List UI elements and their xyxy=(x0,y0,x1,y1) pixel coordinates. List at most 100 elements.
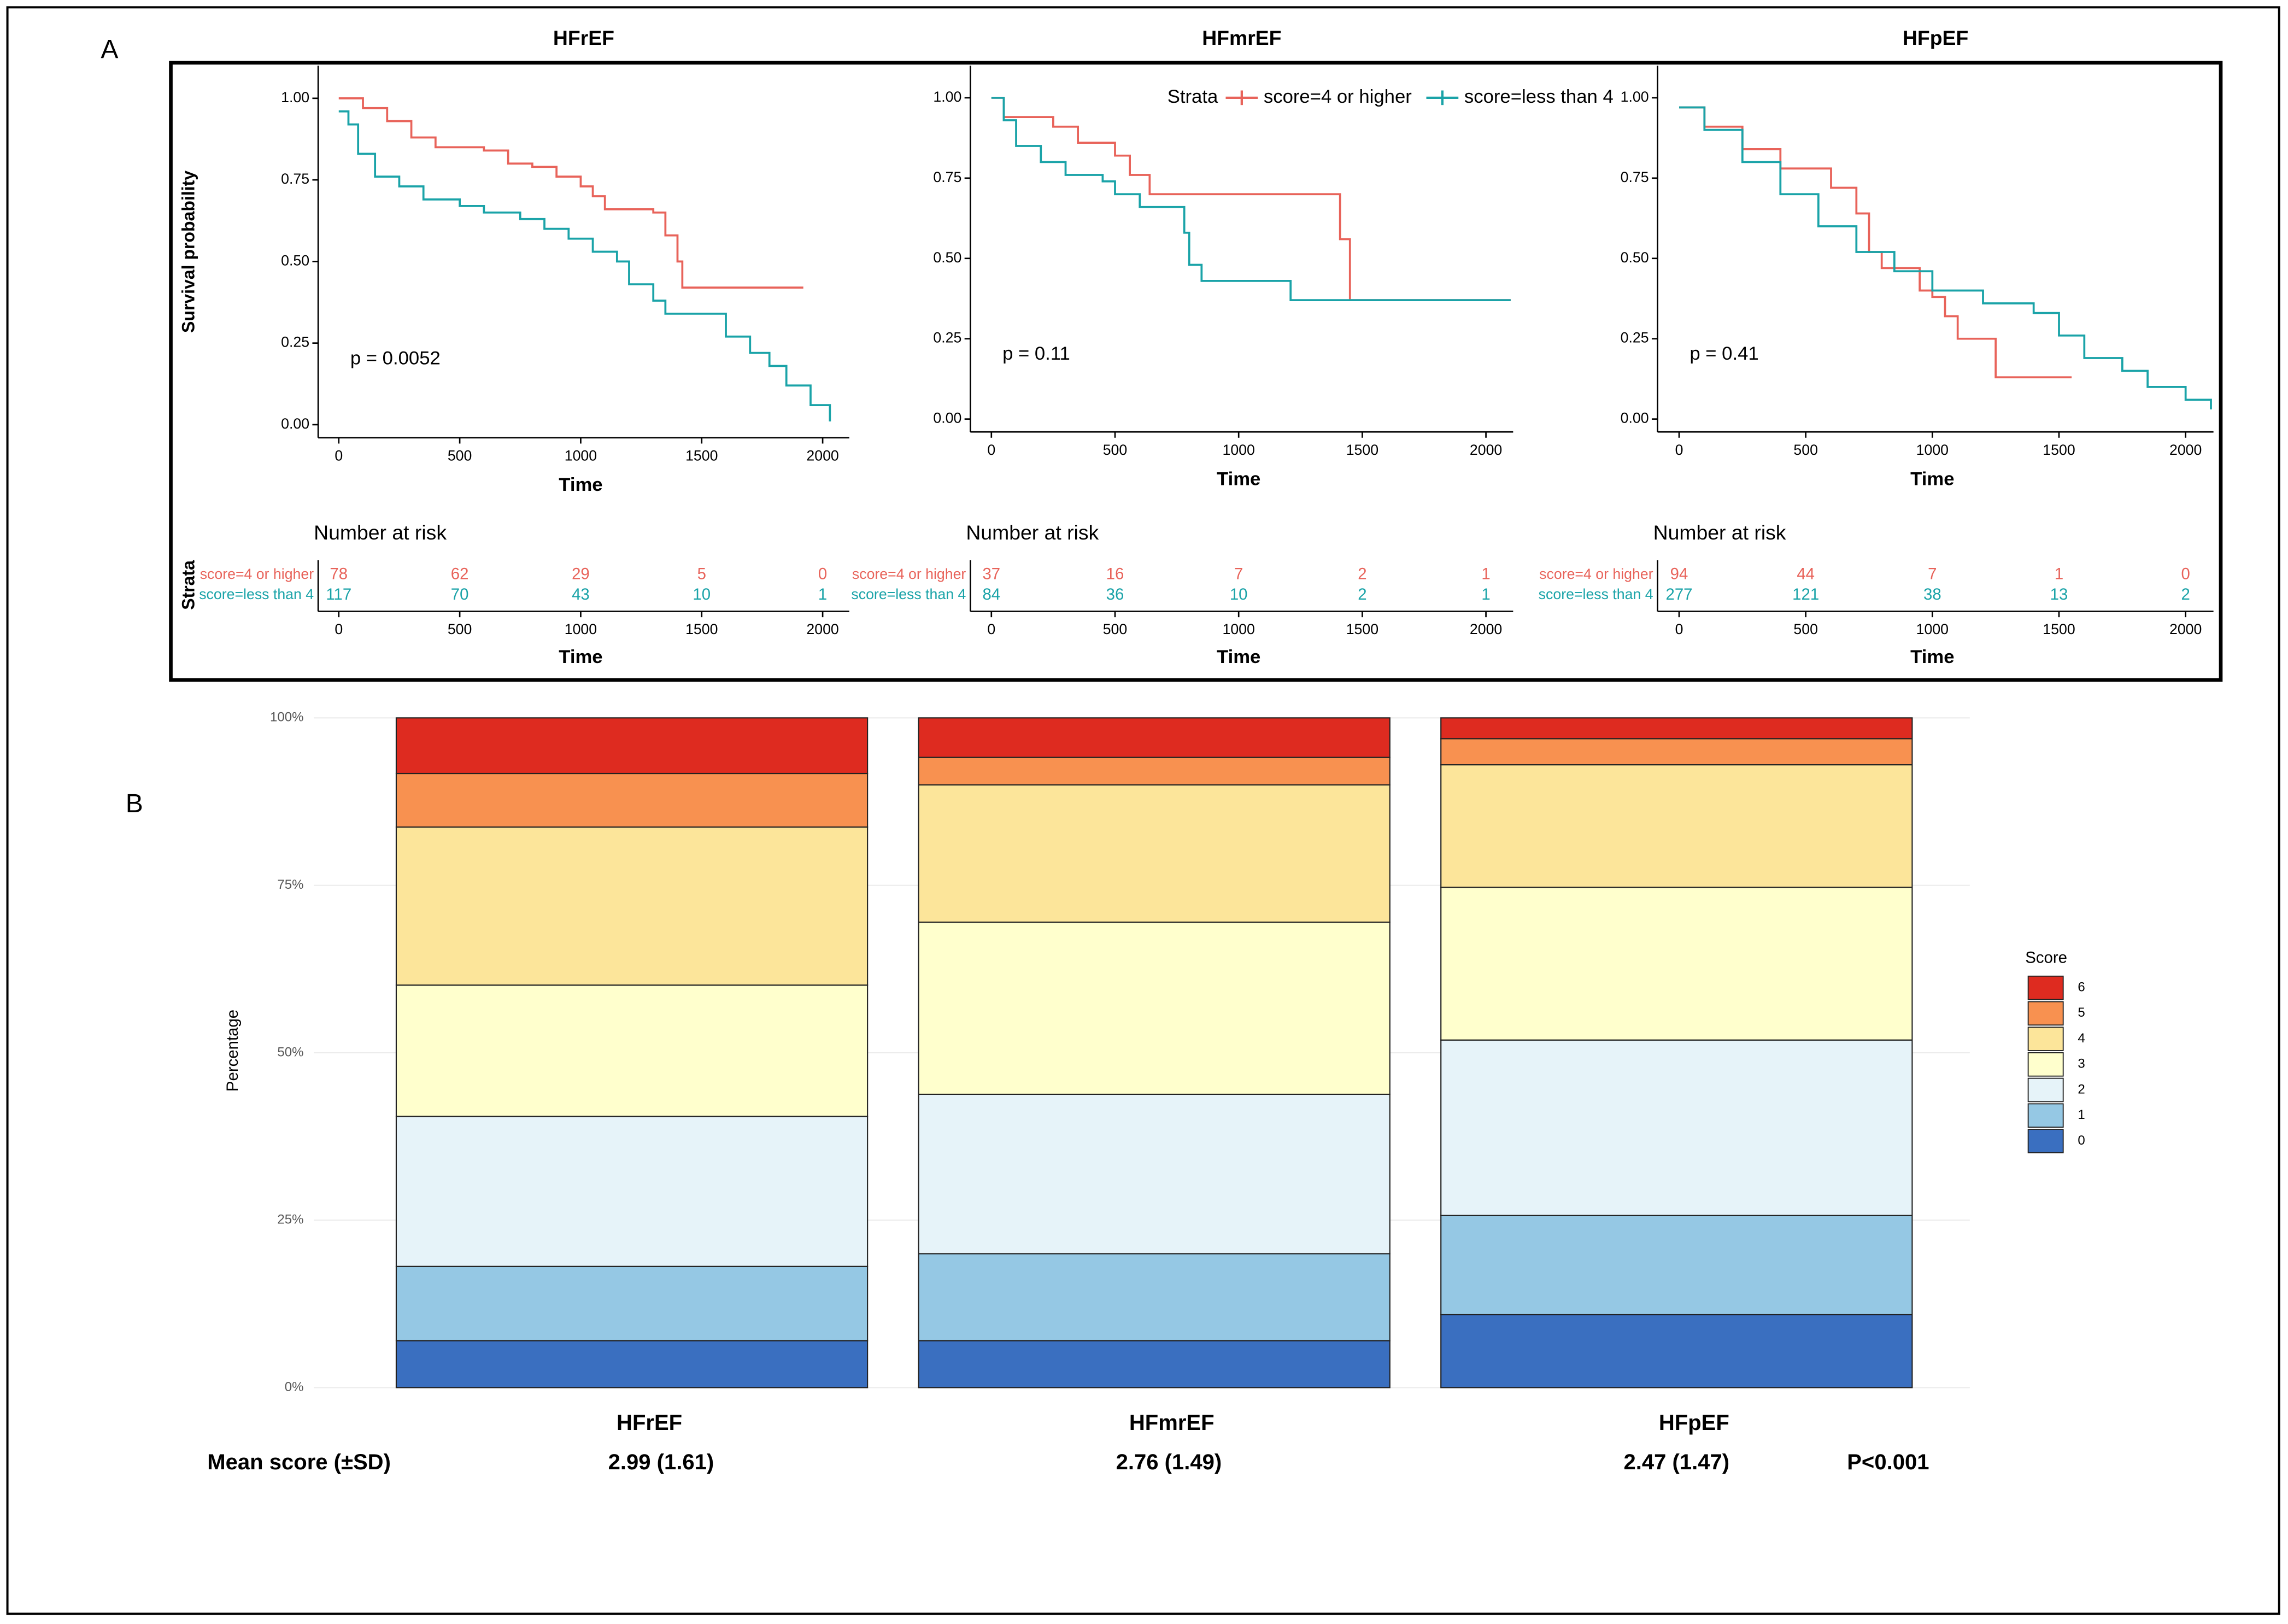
risk-x-tick-label: 500 xyxy=(1793,621,1818,637)
risk-count: 84 xyxy=(982,585,1000,603)
x-tick-label: 500 xyxy=(1103,442,1128,458)
risk-table-title: Number at risk xyxy=(314,521,447,544)
risk-count: 43 xyxy=(572,585,590,603)
legend-label: 2 xyxy=(2078,1082,2085,1097)
risk-x-tick-label: 1000 xyxy=(1916,621,1949,637)
risk-count: 2 xyxy=(1358,565,1366,583)
x-tick-label: 1500 xyxy=(2043,442,2075,458)
legend-swatch xyxy=(2027,1027,2064,1051)
bar-segment xyxy=(395,717,869,775)
p-value: p = 0.41 xyxy=(1689,343,1758,364)
survival-curve xyxy=(1679,106,2072,379)
risk-x-axis-label: Time xyxy=(1217,647,1260,667)
risk-count: 2 xyxy=(1358,585,1366,603)
outer-border xyxy=(6,6,2280,1615)
risk-count: 78 xyxy=(330,565,348,583)
risk-x-tick-label: 2000 xyxy=(806,621,838,637)
risk-x-tick-label: 0 xyxy=(987,621,995,637)
risk-row-label: score=less than 4 xyxy=(851,586,966,602)
bar-segment xyxy=(395,1340,869,1388)
bar-segment xyxy=(1440,738,1913,766)
bar-segment xyxy=(1440,764,1913,888)
risk-table-title: Number at risk xyxy=(1653,521,1786,544)
legend-swatch xyxy=(2027,1052,2064,1077)
risk-x-tick-label: 1500 xyxy=(2043,621,2075,637)
survival-curve xyxy=(1679,106,2212,409)
panel-label: B xyxy=(126,789,143,818)
risk-x-tick-label: 2000 xyxy=(2169,621,2202,637)
y-tick-label: 0.00 xyxy=(281,415,309,432)
bar-segment xyxy=(1440,887,1913,1041)
risk-x-tick-label: 1500 xyxy=(1346,621,1378,637)
y-tick-label: 0.50 xyxy=(933,249,961,266)
bar-segment xyxy=(918,784,1391,923)
risk-count: 10 xyxy=(693,585,711,603)
risk-count: 70 xyxy=(451,585,469,603)
y-axis-label: Survival probability xyxy=(179,171,198,333)
legend-label: 6 xyxy=(2078,980,2085,995)
risk-count: 0 xyxy=(818,565,827,583)
y-tick-label: 1.00 xyxy=(1621,89,1649,105)
risk-count: 38 xyxy=(1923,585,1941,603)
chart-title: HFmrEF xyxy=(1202,26,1281,49)
p-value: P<0.001 xyxy=(1847,1450,1929,1474)
bar-segment xyxy=(1440,1039,1913,1216)
y-axis-label: Percentage xyxy=(224,1010,242,1092)
p-value: p = 0.11 xyxy=(1002,343,1070,364)
bar-segment xyxy=(1440,1314,1913,1388)
risk-count: 36 xyxy=(1106,585,1124,603)
bar-segment xyxy=(918,757,1391,785)
legend-label: 1 xyxy=(2078,1107,2085,1122)
mean-score: 2.99 (1.61) xyxy=(608,1450,714,1474)
x-axis-label: Time xyxy=(559,474,602,495)
risk-x-tick-label: 1500 xyxy=(685,621,718,637)
mean-label: Mean score (±SD) xyxy=(207,1450,391,1474)
x-tick-label: 2000 xyxy=(806,448,838,464)
y-tick-label: 0.25 xyxy=(933,330,961,346)
risk-x-tick-label: 500 xyxy=(448,621,472,637)
x-tick-label: 0 xyxy=(987,442,995,458)
bar-segment xyxy=(1440,717,1913,740)
risk-count: 13 xyxy=(2050,585,2068,603)
bar-segment xyxy=(395,1116,869,1267)
y-tick-label: 0.25 xyxy=(281,334,309,350)
x-tick-label: 0 xyxy=(335,448,343,464)
y-tick-label: 0.75 xyxy=(933,169,961,185)
x-tick-label: 1000 xyxy=(1916,442,1949,458)
risk-row-label: score=4 or higher xyxy=(1539,566,1653,582)
risk-count: 277 xyxy=(1665,585,1692,603)
risk-count: 94 xyxy=(1670,565,1688,583)
bar-segment xyxy=(918,717,1391,758)
bar-segment xyxy=(918,1093,1391,1254)
legend-swatch xyxy=(2027,975,2064,1000)
x-tick-label: HFrEF xyxy=(617,1411,682,1435)
survival-curve xyxy=(338,97,803,289)
x-tick-label: 0 xyxy=(1675,442,1683,458)
risk-count: 10 xyxy=(1230,585,1248,603)
risk-count: 1 xyxy=(2055,565,2063,583)
y-tick-label: 0.25 xyxy=(1621,330,1649,346)
risk-strata-label: Strata xyxy=(179,560,198,610)
p-value: p = 0.0052 xyxy=(350,348,441,369)
risk-row-label: score=less than 4 xyxy=(199,586,314,602)
bar-segment xyxy=(918,1340,1391,1388)
risk-count: 0 xyxy=(2181,565,2190,583)
risk-count: 1 xyxy=(1481,565,1490,583)
risk-count: 117 xyxy=(326,585,351,603)
bar-segment xyxy=(1440,1215,1913,1316)
legend-swatch xyxy=(2027,1001,2064,1026)
risk-row-label: score=4 or higher xyxy=(852,566,966,582)
x-tick-label: 1500 xyxy=(685,448,718,464)
risk-count: 29 xyxy=(572,565,590,583)
legend-swatch xyxy=(2027,1129,2064,1153)
y-tick-label: 50% xyxy=(277,1045,303,1059)
bar-segment xyxy=(395,1265,869,1341)
y-tick-label: 0.00 xyxy=(933,410,961,426)
legend-label: 0 xyxy=(2078,1133,2085,1148)
risk-x-axis-label: Time xyxy=(1910,647,1954,667)
risk-x-tick-label: 2000 xyxy=(1470,621,1502,637)
risk-x-tick-label: 1000 xyxy=(565,621,597,637)
x-tick-label: 500 xyxy=(1793,442,1818,458)
risk-row-label: score=less than 4 xyxy=(1539,586,1653,602)
